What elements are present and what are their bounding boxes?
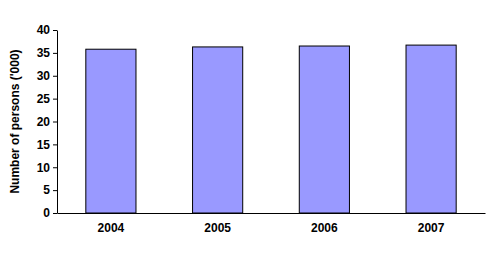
y-tick-label: 35 bbox=[37, 46, 51, 60]
bar bbox=[86, 49, 136, 213]
y-tick: 40 bbox=[37, 23, 57, 37]
x-tick-label: 2004 bbox=[98, 221, 125, 235]
chart: 0 5 10 15 20 25 30 35 40 2004 2005 2006 2007 Number o… bbox=[0, 0, 500, 270]
y-tick-mark bbox=[53, 144, 57, 145]
x-tick: 2006 bbox=[311, 213, 338, 235]
y-axis-line bbox=[57, 31, 58, 214]
bar bbox=[299, 46, 349, 213]
x-tick-label: 2007 bbox=[418, 221, 445, 235]
y-tick-mark bbox=[53, 122, 57, 123]
y-axis: 0 5 10 15 20 25 30 35 40 bbox=[37, 23, 58, 220]
y-tick-label: 20 bbox=[37, 115, 51, 129]
y-tick-label: 15 bbox=[37, 138, 51, 152]
x-axis: 2004 2005 2006 2007 bbox=[58, 213, 486, 235]
y-tick-mark bbox=[53, 190, 57, 191]
y-tick-label: 5 bbox=[43, 183, 50, 197]
x-tick-label: 2005 bbox=[204, 221, 231, 235]
y-tick-mark bbox=[53, 99, 57, 100]
y-tick: 20 bbox=[37, 115, 57, 129]
x-tick: 2007 bbox=[418, 213, 445, 235]
y-tick-label: 25 bbox=[37, 92, 51, 106]
y-tick-label: 0 bbox=[43, 206, 50, 220]
y-tick-mark bbox=[53, 53, 57, 54]
y-tick: 0 bbox=[43, 206, 57, 220]
y-tick-label: 30 bbox=[37, 69, 51, 83]
x-tick: 2005 bbox=[204, 213, 231, 235]
y-tick: 15 bbox=[37, 138, 57, 152]
y-tick-mark bbox=[53, 167, 57, 168]
y-tick-label: 40 bbox=[37, 23, 51, 37]
y-tick: 5 bbox=[43, 183, 57, 197]
bar bbox=[193, 47, 243, 213]
x-axis-line bbox=[58, 213, 486, 214]
plot: 0 5 10 15 20 25 30 35 40 2004 2005 2006 2007 bbox=[37, 23, 486, 234]
y-tick: 35 bbox=[37, 46, 57, 60]
y-tick-label: 10 bbox=[37, 161, 51, 175]
x-tick: 2004 bbox=[98, 213, 125, 235]
y-tick: 10 bbox=[37, 161, 57, 175]
bars bbox=[86, 45, 456, 213]
y-tick-mark bbox=[53, 30, 57, 31]
y-tick-mark bbox=[53, 213, 57, 214]
y-axis-title: Number of persons ('000) bbox=[8, 49, 22, 193]
y-tick-mark bbox=[53, 76, 57, 77]
bar bbox=[406, 45, 456, 213]
x-tick-label: 2006 bbox=[311, 221, 338, 235]
y-tick: 30 bbox=[37, 69, 57, 83]
y-tick: 25 bbox=[37, 92, 57, 106]
